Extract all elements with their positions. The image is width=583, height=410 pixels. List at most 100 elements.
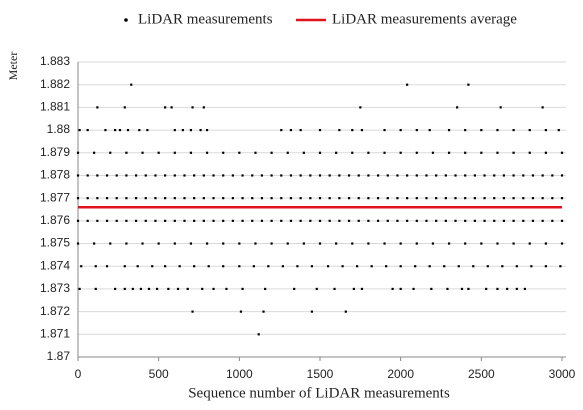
point bbox=[293, 287, 296, 291]
point bbox=[302, 242, 305, 245]
point bbox=[428, 128, 431, 132]
point bbox=[114, 287, 117, 291]
point bbox=[528, 128, 531, 132]
point bbox=[347, 174, 351, 177]
point bbox=[435, 174, 438, 177]
point bbox=[260, 219, 264, 222]
point bbox=[454, 219, 457, 222]
point bbox=[309, 197, 312, 200]
point bbox=[189, 151, 193, 154]
point bbox=[464, 197, 467, 200]
point bbox=[251, 219, 254, 222]
point bbox=[202, 219, 205, 222]
point bbox=[341, 265, 344, 268]
point bbox=[396, 174, 399, 177]
point bbox=[399, 242, 402, 245]
point bbox=[302, 151, 305, 154]
point bbox=[280, 219, 283, 222]
point bbox=[222, 219, 225, 222]
point bbox=[338, 197, 341, 200]
y-tick-label: 1.87 bbox=[47, 349, 71, 363]
point bbox=[231, 219, 234, 222]
point bbox=[147, 287, 151, 291]
y-tick-label: 1.871 bbox=[40, 326, 70, 340]
point bbox=[415, 151, 418, 154]
point bbox=[318, 174, 322, 177]
point bbox=[299, 197, 302, 200]
point bbox=[399, 128, 402, 132]
point bbox=[207, 265, 210, 268]
point bbox=[351, 128, 354, 132]
point bbox=[446, 287, 449, 291]
point bbox=[522, 219, 525, 222]
point bbox=[86, 174, 89, 177]
point bbox=[134, 219, 138, 222]
point bbox=[318, 128, 322, 132]
point bbox=[467, 287, 470, 291]
point bbox=[502, 197, 506, 200]
point bbox=[155, 287, 159, 291]
point bbox=[467, 83, 470, 86]
point bbox=[270, 219, 273, 222]
point bbox=[425, 174, 428, 177]
point bbox=[486, 265, 489, 268]
point bbox=[267, 265, 270, 268]
point bbox=[231, 197, 234, 200]
point bbox=[399, 265, 402, 268]
point bbox=[76, 219, 80, 222]
point bbox=[444, 219, 447, 222]
point bbox=[144, 219, 147, 222]
point bbox=[493, 197, 496, 200]
point bbox=[473, 174, 476, 177]
point bbox=[357, 197, 360, 200]
point bbox=[383, 242, 386, 245]
point bbox=[257, 333, 260, 336]
point bbox=[212, 219, 215, 222]
y-tick-label: 1.877 bbox=[40, 190, 70, 204]
point bbox=[557, 128, 560, 132]
point bbox=[222, 242, 225, 245]
point bbox=[193, 174, 196, 177]
point bbox=[414, 265, 417, 268]
point bbox=[105, 197, 109, 200]
point bbox=[126, 128, 130, 132]
point bbox=[560, 219, 564, 222]
point bbox=[289, 128, 293, 132]
point bbox=[386, 174, 389, 177]
point bbox=[151, 265, 154, 268]
point bbox=[376, 174, 380, 177]
point bbox=[96, 174, 99, 177]
point bbox=[78, 128, 81, 132]
point bbox=[205, 128, 209, 132]
point bbox=[205, 151, 209, 154]
point bbox=[167, 287, 170, 291]
point bbox=[383, 151, 386, 154]
point bbox=[173, 151, 176, 154]
point bbox=[460, 287, 464, 291]
point bbox=[560, 151, 564, 154]
point bbox=[483, 174, 486, 177]
point bbox=[260, 197, 264, 200]
point bbox=[130, 83, 133, 86]
point bbox=[318, 151, 322, 154]
y-tick-label: 1.874 bbox=[40, 258, 70, 272]
point bbox=[191, 310, 194, 313]
point bbox=[289, 219, 293, 222]
point bbox=[335, 242, 338, 245]
point bbox=[289, 174, 293, 177]
point bbox=[396, 219, 399, 222]
x-tick-label: 2000 bbox=[387, 367, 414, 381]
point bbox=[212, 174, 215, 177]
point bbox=[157, 242, 160, 245]
point bbox=[406, 219, 409, 222]
point bbox=[93, 242, 96, 245]
point bbox=[252, 265, 255, 268]
point bbox=[205, 242, 209, 245]
y-tick-label: 1.883 bbox=[40, 54, 70, 68]
point bbox=[104, 128, 107, 132]
point bbox=[415, 219, 418, 222]
point bbox=[344, 310, 347, 313]
point bbox=[144, 197, 147, 200]
point bbox=[512, 242, 515, 245]
point bbox=[241, 219, 244, 222]
